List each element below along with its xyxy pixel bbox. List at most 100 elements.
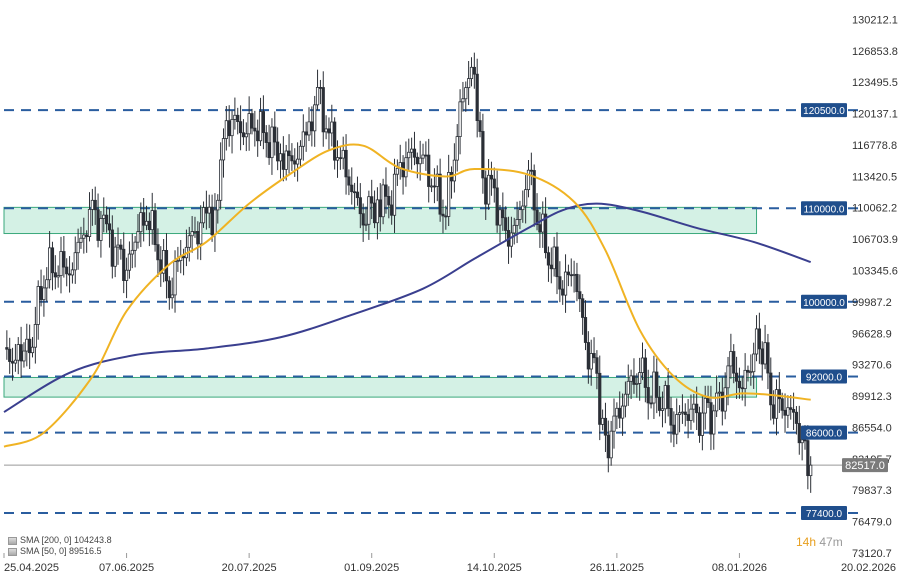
level-tag-box — [801, 425, 847, 440]
candle-body — [486, 174, 491, 205]
legend-sma200[interactable]: SMA [200, 0] 104243.8 — [8, 535, 112, 546]
candle-body — [42, 287, 46, 300]
level-tag[interactable]: 100000.0 — [801, 294, 847, 309]
candle-body — [375, 199, 380, 224]
candle-body — [603, 417, 608, 436]
candle-body — [512, 224, 516, 234]
candle-body — [344, 149, 348, 178]
candle-body — [532, 170, 536, 211]
price-tick-label: 99987.2 — [852, 297, 892, 309]
last-price-label: 82517.0 — [845, 460, 885, 472]
candle-body — [541, 213, 545, 233]
candle-body — [110, 229, 114, 267]
candle-body — [660, 408, 665, 411]
candle-body — [589, 353, 593, 370]
level-tag[interactable]: 92000.0 — [801, 369, 847, 384]
candle-body — [455, 136, 459, 161]
candle-body — [774, 389, 779, 419]
candle-body — [552, 246, 556, 270]
candle-body — [418, 157, 422, 165]
candle-body — [777, 389, 781, 400]
candle-body — [39, 286, 43, 300]
candle-body — [780, 398, 784, 411]
legend-sma200-label: SMA [200, 0] 104243.8 — [20, 535, 112, 545]
level-tag[interactable]: 110000.0 — [801, 201, 847, 216]
candle-body — [204, 207, 208, 214]
candle-body — [538, 224, 542, 233]
candle-body — [683, 411, 687, 415]
candle-body — [566, 271, 570, 276]
candle-body — [53, 272, 57, 278]
candle-body — [233, 114, 237, 120]
last-price-tag: 82517.0 — [842, 458, 888, 473]
date-tick-label: 08.01.2026 — [712, 562, 767, 574]
candle-body — [754, 328, 759, 355]
candle-body — [549, 264, 553, 270]
candle-body — [737, 380, 742, 389]
candle-body — [96, 209, 100, 241]
level-tag[interactable]: 120500.0 — [801, 103, 847, 118]
candle-body — [241, 132, 246, 138]
candle-body — [227, 120, 231, 137]
candle-body — [347, 176, 351, 186]
candle-body — [689, 408, 693, 421]
candle-body — [578, 291, 582, 300]
last-price-box — [842, 458, 888, 473]
candle-body — [256, 130, 260, 142]
candle-body — [85, 234, 89, 237]
candle-body — [190, 231, 194, 237]
candle-body — [626, 380, 630, 395]
candle-body — [310, 121, 314, 132]
candle-body — [153, 210, 157, 246]
candle-body — [524, 189, 528, 207]
price-tick-label: 76479.0 — [852, 517, 892, 529]
candle-body — [504, 217, 508, 231]
candle-body — [390, 204, 394, 216]
sma-layer — [3, 143, 812, 448]
date-tick-label: 07.06.2025 — [99, 562, 154, 574]
candle-body — [93, 199, 97, 211]
candle-body — [133, 241, 137, 251]
candle-body — [105, 214, 109, 225]
candle-body — [181, 255, 186, 259]
sma50-line — [3, 143, 811, 448]
level-tag[interactable]: 86000.0 — [801, 425, 847, 440]
candle-body — [586, 342, 590, 370]
candle-body — [743, 369, 747, 390]
candle-body — [287, 150, 291, 157]
candle-body — [429, 185, 434, 188]
candle-body — [632, 375, 636, 385]
candle-body — [543, 213, 548, 254]
candle-body — [176, 260, 180, 263]
candle-body — [221, 138, 226, 161]
candle-body — [50, 247, 55, 274]
candle-body — [107, 223, 112, 231]
candle-body — [335, 157, 340, 161]
candle-body — [173, 261, 177, 296]
candle-body — [783, 409, 787, 416]
candle-body — [10, 361, 15, 364]
legend-sma50[interactable]: SMA [50, 0] 89516.5 — [8, 546, 112, 557]
candle-body — [652, 371, 656, 404]
candle-body — [33, 324, 37, 348]
candle-body — [13, 359, 18, 364]
candle-body — [421, 154, 425, 159]
candle-body — [330, 121, 334, 134]
candle-body — [492, 178, 496, 189]
candle-body — [563, 271, 568, 296]
candle-body — [267, 142, 271, 159]
candle-body — [458, 101, 462, 138]
candle-body — [618, 407, 622, 419]
candle-body — [655, 371, 659, 398]
candle-body — [56, 275, 60, 278]
level-tag[interactable]: 77400.0 — [801, 506, 847, 521]
date-tick-label: 25.04.2025 — [4, 562, 59, 574]
candle-body — [786, 407, 790, 416]
candle-body — [546, 252, 551, 266]
candle-body — [261, 111, 265, 134]
candle-body — [686, 414, 690, 421]
candle-body — [350, 184, 354, 193]
candle-body — [358, 197, 362, 215]
price-tick-label: 89912.3 — [852, 391, 892, 403]
